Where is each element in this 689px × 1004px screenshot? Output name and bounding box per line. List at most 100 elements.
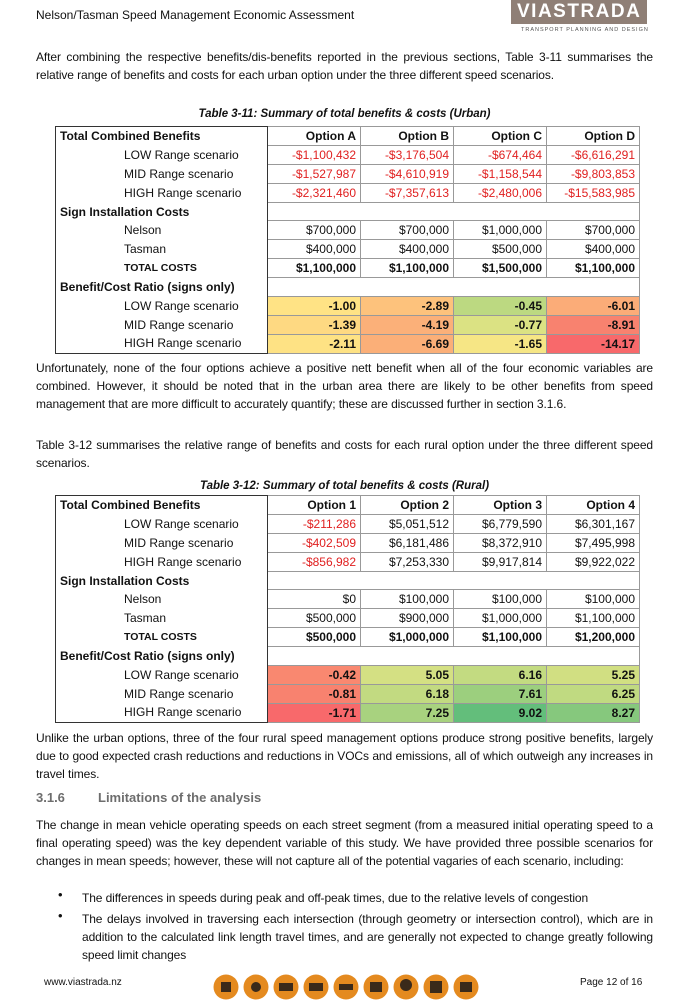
- table-row: LOW Range scenario -$1,100,432 -$3,176,504…: [55, 144, 640, 165]
- icon-glyph: [430, 981, 442, 993]
- cell: 8.27: [546, 702, 640, 723]
- cell: $100,000: [453, 589, 547, 610]
- section-label: Sign Installation Costs: [55, 202, 268, 221]
- cell: -$856,982: [267, 551, 361, 572]
- cell: $500,000: [267, 627, 361, 648]
- cell: $6,301,167: [546, 513, 640, 534]
- section-label: Benefit/Cost Ratio (signs only): [55, 646, 268, 666]
- cell: $7,253,330: [360, 551, 454, 572]
- row-label: Nelson: [55, 589, 268, 609]
- cell: -$1,100,432: [267, 144, 361, 165]
- cell: $400,000: [360, 239, 454, 260]
- cell: $6,181,486: [360, 532, 454, 553]
- cell: -1.71: [267, 702, 361, 723]
- cell: $700,000: [546, 220, 640, 241]
- table-row: MID Range scenario -$1,527,987 -$4,610,919…: [55, 163, 640, 184]
- cell: 6.18: [360, 683, 454, 704]
- cell: 7.61: [453, 683, 547, 704]
- bullet-dot: •: [58, 887, 63, 902]
- row-label: LOW Range scenario: [55, 665, 268, 685]
- footer-icons: [213, 974, 479, 1000]
- table-row: LOW Range scenario -1.00 -2.89 -0.45 -6.01: [55, 296, 640, 316]
- cell: -$4,610,919: [360, 163, 454, 184]
- cell: -$402,509: [267, 532, 361, 553]
- section-number: 3.1.6: [36, 790, 65, 805]
- cell: -0.45: [453, 296, 547, 316]
- icon-glyph: [251, 982, 261, 992]
- section-label: Sign Installation Costs: [55, 571, 268, 590]
- cell: $400,000: [267, 239, 361, 260]
- cell: Option 2: [360, 495, 454, 515]
- section-fill: [267, 646, 640, 667]
- icon-glyph: [400, 979, 412, 991]
- cell: -$15,583,985: [546, 182, 640, 203]
- cell: Option 3: [453, 495, 547, 515]
- icon-glyph: [460, 982, 472, 992]
- cell: $1,100,000: [546, 608, 640, 629]
- cell: Option D: [546, 126, 640, 146]
- cell: -$7,357,613: [360, 182, 454, 203]
- cell: -14.17: [546, 333, 640, 354]
- cell: Option C: [453, 126, 547, 146]
- section-fill: [267, 201, 640, 222]
- table-row: Nelson $0 $100,000 $100,000 $100,000: [55, 589, 640, 610]
- cell: -1.00: [267, 296, 361, 316]
- table-row: MID Range scenario -$402,509 $6,181,486 $8,…: [55, 532, 640, 553]
- icon-glyph: [221, 982, 231, 992]
- cell: -$2,321,460: [267, 182, 361, 203]
- cell: -$9,803,853: [546, 163, 640, 184]
- cell: Option B: [360, 126, 454, 146]
- table-row: TOTAL COSTS $500,000 $1,000,000 $1,100,000 $…: [55, 627, 640, 648]
- cell: -4.19: [360, 314, 454, 335]
- cell: -0.77: [453, 314, 547, 335]
- cell: $100,000: [546, 589, 640, 610]
- table-row: HIGH Range scenario -2.11 -6.69 -1.65 -14.17: [55, 333, 640, 354]
- cell: -1.65: [453, 333, 547, 354]
- cell: 6.16: [453, 665, 547, 685]
- icon-glyph: [309, 983, 323, 991]
- row-label: Total Combined Benefits: [55, 126, 268, 146]
- table-row: MID Range scenario -0.81 6.18 7.61 6.25: [55, 683, 640, 704]
- cell: Option A: [267, 126, 361, 146]
- cell: $700,000: [267, 220, 361, 241]
- table-row: HIGH Range scenario -1.71 7.25 9.02 8.27: [55, 702, 640, 723]
- section-title: Limitations of the analysis: [98, 790, 262, 805]
- section-label: Benefit/Cost Ratio (signs only): [55, 277, 268, 297]
- logo: VIASTRADA: [511, 0, 648, 24]
- table-row: LOW Range scenario -$211,286 $5,051,512 $6,…: [55, 513, 640, 534]
- header-title: Nelson/Tasman Speed Management Economic …: [36, 8, 355, 22]
- row-label: Nelson: [55, 220, 268, 240]
- row-label: LOW Range scenario: [55, 145, 268, 165]
- bullet-dot: •: [58, 908, 63, 923]
- footer-website: www.viastrada.nz: [44, 977, 122, 988]
- cell: $1,100,000: [360, 258, 454, 279]
- icon-glyph: [370, 982, 382, 992]
- table-row: Tasman $500,000 $900,000 $1,000,000 $1,100,0…: [55, 608, 640, 629]
- row-label: Tasman: [55, 239, 268, 259]
- paragraph: Unfortunately, none of the four options …: [36, 361, 653, 411]
- cell: $500,000: [453, 239, 547, 260]
- paragraph: The change in mean vehicle operating spe…: [36, 818, 653, 868]
- cell: -$6,616,291: [546, 144, 640, 165]
- cell: 5.25: [546, 665, 640, 685]
- cell: -6.01: [546, 296, 640, 316]
- cell: $900,000: [360, 608, 454, 629]
- cell: $1,200,000: [546, 627, 640, 648]
- cell: $500,000: [267, 608, 361, 629]
- cell: -2.89: [360, 296, 454, 316]
- row-label: TOTAL COSTS: [55, 627, 268, 647]
- section-row: Benefit/Cost Ratio (signs only): [55, 277, 640, 298]
- cell: $8,372,910: [453, 532, 547, 553]
- row-label: HIGH Range scenario: [55, 183, 268, 203]
- row-label: HIGH Range scenario: [55, 703, 268, 723]
- bullet-item: The delays involved in traversing each i…: [82, 912, 653, 962]
- row-label: LOW Range scenario: [55, 514, 268, 534]
- cell: 6.25: [546, 683, 640, 704]
- table-caption: Table 3-11: Summary of total benefits & …: [198, 108, 491, 120]
- icon-glyph: [279, 983, 293, 991]
- row-label: HIGH Range scenario: [55, 552, 268, 572]
